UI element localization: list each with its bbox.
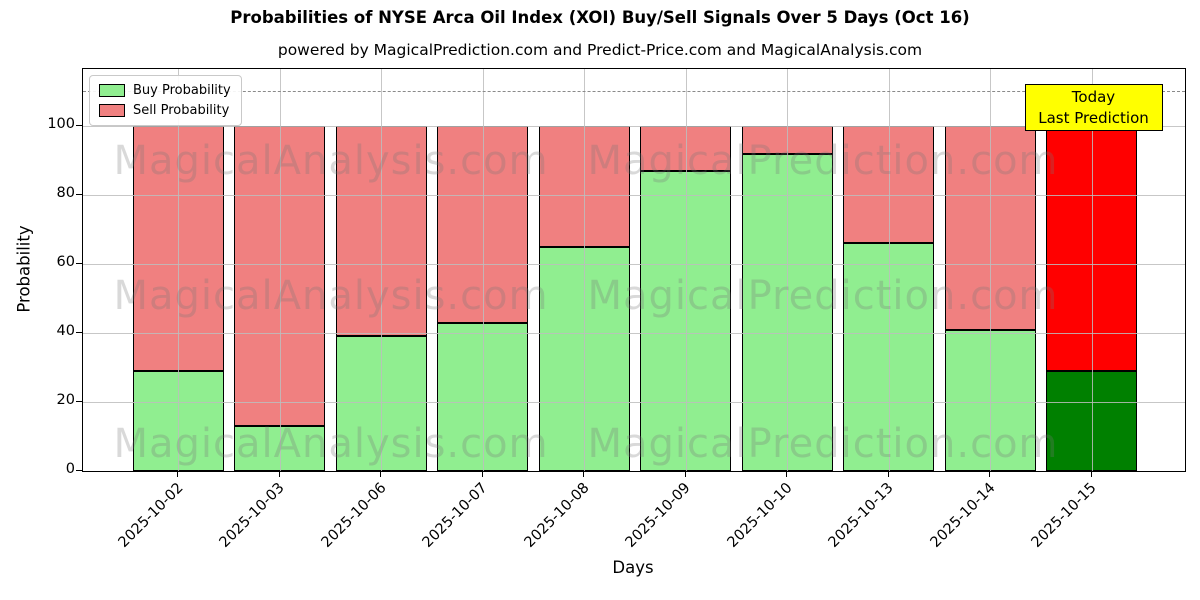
legend-label-sell: Sell Probability [133,103,230,118]
y-tick-label-60: 60 [56,253,75,270]
x-tick-label-2025-10-09: 2025-10-09 [622,480,694,551]
watermark-text: MagicalAnalysis.com [113,273,549,319]
v-gridline-2025-10-03 [279,69,281,471]
y-tick-mark-0 [76,470,82,472]
h-gridline-100 [83,125,1185,127]
x-tick-mark-2025-10-15 [1090,471,1092,477]
x-tick-mark-2025-10-13 [887,471,889,477]
v-gridline-2025-10-07 [482,69,484,471]
legend: Buy Probability Sell Probability [89,75,242,126]
watermark-text: MagicalAnalysis.com [113,421,549,467]
y-tick-mark-20 [76,400,82,403]
legend-item-sell: Sell Probability [99,103,231,118]
sell-probability-swatch [99,104,125,117]
y-tick-label-20: 20 [56,391,75,408]
watermark-text: MagicalPrediction.com [587,273,1059,319]
buy-probability-swatch [99,84,125,97]
chart-title: Probabilities of NYSE Arca Oil Index (XO… [230,8,970,27]
x-tick-mark-2025-10-03 [278,471,280,477]
x-tick-label-2025-10-06: 2025-10-06 [318,480,390,551]
x-tick-mark-2025-10-02 [177,471,179,477]
v-gridline-2025-10-09 [685,69,687,471]
v-gridline-2025-10-02 [178,69,179,471]
v-gridline-2025-10-08 [584,69,585,471]
x-tick-label-2025-10-03: 2025-10-03 [216,480,288,551]
h-gridline-40 [83,332,1185,334]
h-gridline-80 [83,194,1185,196]
v-gridline-2025-10-13 [888,69,890,471]
plot-area: Buy Probability Sell Probability Today L… [82,68,1186,472]
y-tick-mark-80 [76,193,82,196]
x-axis-label: Days [612,558,654,577]
y-tick-mark-40 [76,331,82,334]
h-gridline-60 [83,263,1185,265]
x-tick-mark-2025-10-06 [380,471,382,477]
x-tick-label-2025-10-07: 2025-10-07 [419,480,491,551]
h-gridline-20 [83,401,1185,403]
v-gridline-2025-10-15 [1091,69,1093,471]
watermark-text: MagicalPrediction.com [587,421,1059,467]
v-gridline-2025-10-10 [787,69,788,471]
today-annotation-line1: Today [1071,88,1116,106]
v-gridline-2025-10-14 [990,69,991,471]
x-tick-mark-2025-10-14 [989,471,991,477]
y-tick-label-100: 100 [47,115,75,132]
legend-item-buy: Buy Probability [99,83,231,98]
x-tick-mark-2025-10-09 [684,471,686,477]
dashed-reference-line [83,91,1185,93]
v-gridline-2025-10-06 [381,69,382,471]
y-tick-label-0: 0 [65,461,75,477]
x-tick-label-2025-10-08: 2025-10-08 [521,480,593,551]
y-tick-label-80: 80 [56,184,75,201]
today-annotation-line2: Last Prediction [1038,108,1149,127]
y-tick-mark-60 [76,262,82,265]
y-tick-mark-100 [76,124,82,127]
x-tick-label-2025-10-02: 2025-10-02 [115,480,187,551]
today-annotation: Today Last Prediction [1024,84,1163,132]
y-tick-label-40: 40 [56,322,75,339]
x-tick-label-2025-10-13: 2025-10-13 [825,480,897,551]
x-tick-mark-2025-10-08 [583,471,585,477]
x-tick-label-2025-10-10: 2025-10-10 [724,480,796,551]
watermark-text: MagicalAnalysis.com [113,138,549,184]
x-tick-mark-2025-10-10 [786,471,788,477]
legend-label-buy: Buy Probability [133,83,231,98]
watermark-text: MagicalPrediction.com [587,138,1059,184]
x-tick-mark-2025-10-07 [481,471,483,477]
chart-subtitle: powered by MagicalPrediction.com and Pre… [277,41,923,59]
x-tick-label-2025-10-15: 2025-10-15 [1028,480,1100,551]
x-tick-label-2025-10-14: 2025-10-14 [927,480,999,551]
